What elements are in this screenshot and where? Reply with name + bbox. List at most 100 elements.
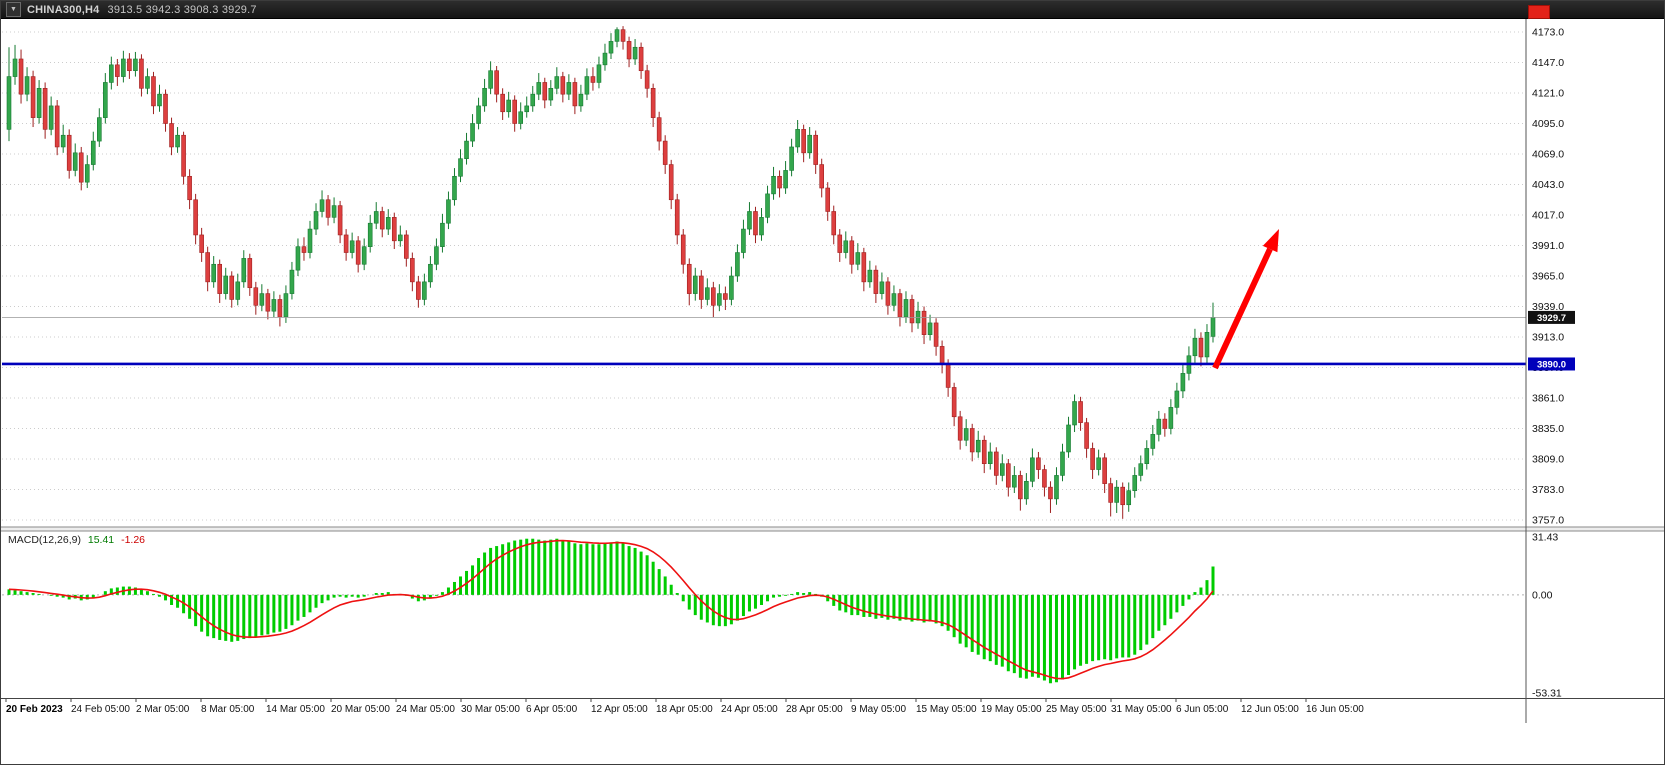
candle-body (813, 134, 818, 165)
candle-body (482, 88, 487, 107)
candle-body (506, 99, 511, 113)
candle-body (1150, 434, 1156, 449)
candle-body (662, 140, 668, 165)
candle-body (843, 240, 849, 253)
candle-body (78, 152, 84, 183)
candle-body (927, 322, 933, 335)
candle-body (632, 46, 638, 60)
trend-arrow-head[interactable] (1262, 229, 1279, 253)
candle-body (385, 217, 391, 230)
candle-body (470, 123, 475, 142)
candle-body (729, 275, 734, 300)
candle-body (1096, 457, 1101, 470)
candle-body (283, 293, 289, 318)
candle-body (97, 117, 102, 142)
candle-body (325, 199, 331, 218)
candle-body (54, 105, 60, 148)
candle-body (620, 29, 626, 42)
time-label: 15 May 05:00 (916, 704, 977, 715)
candle-body (464, 140, 469, 159)
time-label: 25 May 05:00 (1046, 704, 1107, 715)
time-label: 19 May 05:00 (981, 704, 1042, 715)
candle-body (295, 246, 301, 271)
candle-body (217, 263, 222, 294)
candle-body (1192, 337, 1198, 357)
candle-body (572, 82, 578, 107)
candle-body (626, 41, 632, 60)
hline-price-badge-text: 3890.0 (1537, 359, 1566, 370)
candle-body (72, 152, 78, 171)
candle-body (319, 199, 325, 212)
candle-body (1036, 457, 1041, 470)
price-tick-label: 4147.0 (1532, 57, 1564, 69)
candle-body (885, 281, 891, 306)
candle-body (331, 205, 337, 218)
time-label: 12 Jun 05:00 (1241, 704, 1299, 715)
macd-tick-label: 0.00 (1532, 589, 1553, 601)
candle-body (560, 76, 566, 95)
price-tick-label: 3913.0 (1532, 332, 1564, 344)
time-label: 14 Mar 05:00 (266, 704, 325, 715)
chart-toolbar: ▼ CHINA300,H4 3913.5 3942.3 3908.3 3929.… (1, 1, 1664, 19)
trend-arrow-shaft[interactable] (1212, 247, 1273, 370)
candle-body (759, 217, 764, 236)
candle-body (349, 240, 355, 253)
candle-body (494, 70, 499, 95)
candle-body (139, 58, 144, 89)
candle-body (536, 82, 542, 95)
candle-body (1108, 483, 1113, 503)
candle-body (1180, 373, 1186, 392)
candle-body (867, 269, 873, 283)
candle-body (181, 134, 186, 177)
candle-body (18, 58, 24, 95)
price-tick-label: 3757.0 (1532, 515, 1564, 527)
candle-body (801, 129, 806, 154)
candle-body (404, 234, 409, 259)
candle-body (1114, 486, 1119, 503)
candle-body (554, 76, 560, 89)
price-tick-label: 3965.0 (1532, 271, 1564, 283)
candle-body (90, 140, 96, 165)
price-tick-label: 4017.0 (1532, 210, 1564, 222)
candle-body (656, 117, 662, 142)
candle-body (957, 416, 963, 441)
candle-body (747, 211, 752, 230)
candle-body (698, 275, 704, 300)
candle-body (584, 76, 590, 95)
candle-body (674, 199, 680, 236)
candle-body (945, 363, 951, 388)
candle-body (578, 93, 584, 107)
symbol-dropdown-button[interactable]: ▼ (6, 2, 21, 17)
candle-body (596, 64, 602, 83)
candle-body (1054, 475, 1059, 500)
candle-body (1042, 469, 1047, 488)
panel-splitter[interactable] (1, 527, 1665, 531)
candle-body (939, 346, 945, 365)
candle-body (229, 275, 235, 300)
candle-body (1120, 486, 1125, 506)
status-red-icon[interactable] (1528, 5, 1550, 19)
candle-body (705, 287, 710, 300)
candle-body (24, 76, 30, 95)
candle-body (614, 29, 620, 42)
candle-body (963, 428, 969, 441)
candle-body (12, 58, 18, 77)
price-tick-label: 3939.0 (1532, 301, 1564, 313)
candle-body (1102, 457, 1107, 484)
candle-body (951, 387, 957, 418)
candle-body (109, 64, 114, 83)
candle-body (861, 252, 867, 283)
candle-body (1126, 490, 1132, 506)
price-tick-label: 3783.0 (1532, 484, 1564, 496)
candle-body (265, 293, 271, 312)
candle-body (711, 287, 716, 306)
candle-body (500, 93, 505, 113)
price-tick-label: 4069.0 (1532, 149, 1564, 161)
candle-body (60, 134, 66, 148)
symbol-timeframe-label: CHINA300,H4 (27, 3, 100, 16)
candle-body (416, 281, 421, 300)
candle-body (84, 164, 90, 183)
candle-body (717, 293, 722, 306)
candle-body (48, 105, 54, 130)
